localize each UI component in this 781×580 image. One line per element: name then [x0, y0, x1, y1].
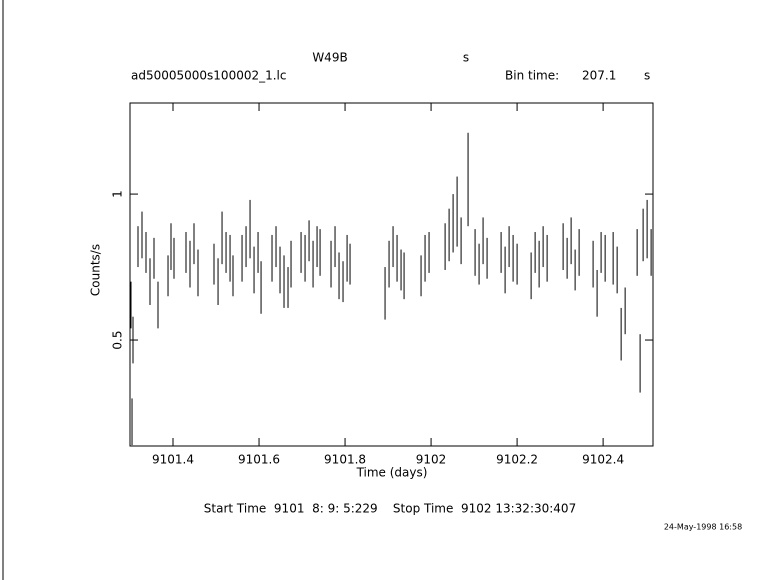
- y-axis-label: Counts/s: [89, 244, 103, 296]
- x-tick-label: 9101.8: [324, 453, 366, 467]
- title-unit: s: [463, 51, 469, 65]
- bin-time-label: Bin time:: [505, 69, 559, 83]
- file-name: ad50005000s100002_1.lc: [131, 69, 287, 83]
- x-tick-label: 9102.2: [496, 453, 538, 467]
- bin-time: 207.1: [582, 69, 616, 83]
- chart-title: W49B: [312, 51, 347, 65]
- y-tick-label: 0.5: [111, 330, 125, 349]
- date-stamp: 24-May-1998 16:58: [664, 523, 742, 532]
- bin-time-unit: s: [644, 69, 650, 83]
- x-tick-label: 9101.4: [152, 453, 194, 467]
- x-tick-label: 9102: [416, 453, 447, 467]
- y-tick-label: 1: [111, 190, 125, 198]
- plot-frame: [129, 102, 654, 447]
- x-tick-label: 9101.6: [238, 453, 280, 467]
- footer: Start Time 9101 8: 9: 5:229 Stop Time 91…: [204, 502, 576, 516]
- x-axis-label: Time (days): [356, 466, 428, 480]
- x-tick-label: 9102.4: [582, 453, 624, 467]
